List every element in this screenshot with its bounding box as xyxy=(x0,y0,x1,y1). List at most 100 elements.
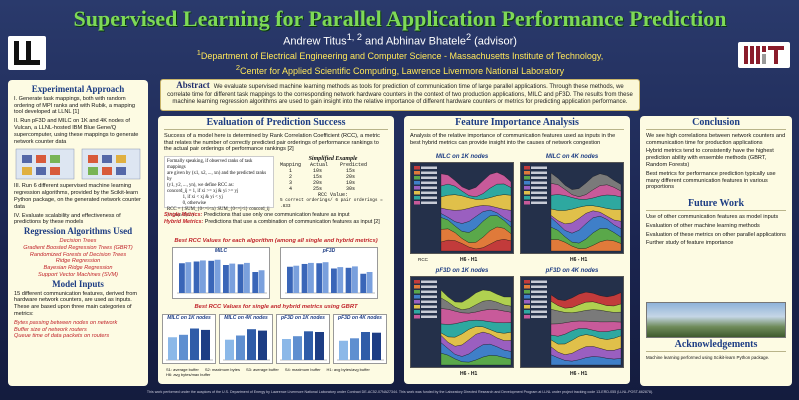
approach-step-3: III. Run 6 different supervised machine … xyxy=(14,183,141,210)
rcc-bar xyxy=(287,266,293,293)
rcc-bar xyxy=(252,271,259,293)
example-row: 1 10s 15s xyxy=(280,168,356,174)
fia-panel-2-title: MILC on 4K nodes xyxy=(545,154,599,160)
gbrt-bar xyxy=(315,331,324,360)
approach-step-2: II. Run pF3D and MILC on 1K and 4K nodes… xyxy=(14,118,139,145)
metric-definitions: Single Metrics: Predictions that use onl… xyxy=(164,212,380,225)
rcc-bar xyxy=(208,260,215,293)
regression-item: Decision Trees xyxy=(59,237,97,244)
rcc-bar xyxy=(316,263,323,293)
future-item: Further study of feature importance xyxy=(646,240,734,247)
gbrt-bar xyxy=(304,331,313,360)
feature-importance-intro: Analysis of the relative importance of c… xyxy=(410,132,616,146)
chart1-milc-svg xyxy=(177,259,267,293)
conclusion-item: Best metrics for performance prediction … xyxy=(646,170,776,191)
input-category: Buffer size of network routers xyxy=(14,326,87,333)
fia-rcc-label: RCC xyxy=(418,257,428,262)
rcc-bar xyxy=(179,263,185,293)
chart2-panel-4: pF3D on 4K nodes xyxy=(333,314,387,364)
gbrt-bar xyxy=(225,339,234,360)
poster-authors: Andrew Titus1, 2 and Abhinav Bhatele2 (a… xyxy=(120,32,680,48)
gbrt-bar xyxy=(247,328,256,360)
fia-panel-3 xyxy=(410,276,514,368)
gbrt-bar xyxy=(258,330,267,360)
rcc-bar xyxy=(360,273,367,293)
fia-xlabels-top-2: H6 - H1 xyxy=(570,257,588,263)
conclusion-item: Hybrid metrics tend to consistently have… xyxy=(646,148,774,168)
feature-area xyxy=(550,172,622,197)
rcc-bar xyxy=(223,264,229,293)
regression-item: Bayesian Ridge Regression xyxy=(43,265,113,272)
gbrt-bar xyxy=(168,337,177,360)
gbrt-bar xyxy=(339,340,348,360)
regression-heading: Regression Algorithms Used xyxy=(23,226,133,237)
poster-title: Supervised Learning for Parallel Applica… xyxy=(73,6,727,31)
fia-panel-2 xyxy=(520,162,624,254)
abstract-text: We evaluate supervised machine learning … xyxy=(167,84,633,105)
ack-text: Machine learning performed using Scikit-… xyxy=(646,354,770,360)
fia-panel-3-title: pF3D on 1K nodes xyxy=(435,268,489,274)
rcc-bar xyxy=(258,270,265,293)
inputs-intro: 15 different communication features, der… xyxy=(14,290,138,317)
rcc-bar xyxy=(200,260,206,293)
feature-area xyxy=(440,289,512,310)
conclusion-list: We see high correlations between network… xyxy=(646,133,786,191)
author-and: and Abhinav Bhatele xyxy=(361,35,466,48)
evaluation-column: Evaluation of Prediction Success Success… xyxy=(158,116,394,384)
rcc-formula: Formally speaking, if observed ranks of … xyxy=(164,156,274,218)
gbrt-bar xyxy=(361,331,370,360)
evaluation-intro: Success of a model here is determined by… xyxy=(164,132,380,153)
feature-importance-column: Feature Importance Analysis Analysis of … xyxy=(404,116,630,384)
feature-importance-heading: Feature Importance Analysis xyxy=(410,118,624,130)
chart2-title: Best RCC Values for single and hybrid me… xyxy=(194,304,358,310)
abstract-label: Abstract xyxy=(176,80,210,90)
conclusion-item: We see high correlations between network… xyxy=(646,132,786,146)
author-role: (advisor) xyxy=(471,35,517,48)
poster-affiliations: 1Department of Electrical Engineering an… xyxy=(100,47,700,77)
chart1-pf3d-svg xyxy=(285,261,375,293)
chart1-title: Best RCC Values for each algorithm (amon… xyxy=(174,238,378,244)
rcc-bar xyxy=(244,262,250,293)
chart2-panel-1: MILC on 1K nodes xyxy=(162,314,216,364)
gbrt-bar xyxy=(293,335,302,360)
future-item: Use of other communication features as m… xyxy=(646,213,779,220)
fia-xlabels-bottom-2: H6 - H1 xyxy=(570,371,588,377)
rcc-bar xyxy=(322,261,329,293)
example-header: Mapping Actual Predicted xyxy=(280,162,368,168)
rcc-bar xyxy=(229,263,236,293)
abstract-box: Abstract We evaluate supervised machine l… xyxy=(160,79,640,111)
affiliation-1: 1Department of Electrical Engineering an… xyxy=(196,48,604,61)
approach-step-1: I. Generate task mappings, both with ran… xyxy=(14,95,135,116)
llnl-logo xyxy=(8,36,46,70)
rcc-bar xyxy=(345,267,352,293)
future-work-heading: Future Work xyxy=(646,199,786,211)
future-item: Evaluation of other machine learning met… xyxy=(646,222,760,229)
future-item: Evaluation of these metrics on other par… xyxy=(646,231,786,238)
inputs-heading: Model Inputs xyxy=(52,278,104,289)
input-category: Bytes passing between nodes on network xyxy=(14,319,118,326)
example-rcc-label: RCC Value: xyxy=(317,192,348,198)
ack-heading: Acknowledgements xyxy=(646,340,786,352)
chart2-panel-3: pF3D on 1K nodes xyxy=(276,314,330,364)
rcc-bar xyxy=(308,262,314,293)
author-name: Andrew Titus xyxy=(283,35,347,48)
gbrt-bar xyxy=(372,332,381,360)
future-work-list: Use of other communication features as m… xyxy=(646,214,786,247)
simplified-example: Simplified Example Mapping Actual Predic… xyxy=(280,156,386,209)
approach-step-4: IV. Evaluate scalability and effectivene… xyxy=(14,212,121,226)
rcc-bar xyxy=(352,266,358,293)
gbrt-bar xyxy=(282,338,291,360)
author-sup: 1, 2 xyxy=(346,32,362,42)
rcc-bar xyxy=(337,266,344,293)
gbrt-bar xyxy=(179,334,188,360)
example-title: Simplified Example xyxy=(308,156,358,162)
example-row: 3 20s 10s xyxy=(280,180,356,186)
mit-logo xyxy=(738,42,790,68)
task-mapping-figure xyxy=(15,149,141,180)
supercomputer-photo xyxy=(646,302,786,338)
feature-area xyxy=(550,292,622,309)
chart1-pf3d-panel: pF3D xyxy=(280,247,378,299)
rcc-bar xyxy=(193,261,200,293)
regression-item: Randomized Forests of Decision Trees xyxy=(29,251,127,258)
